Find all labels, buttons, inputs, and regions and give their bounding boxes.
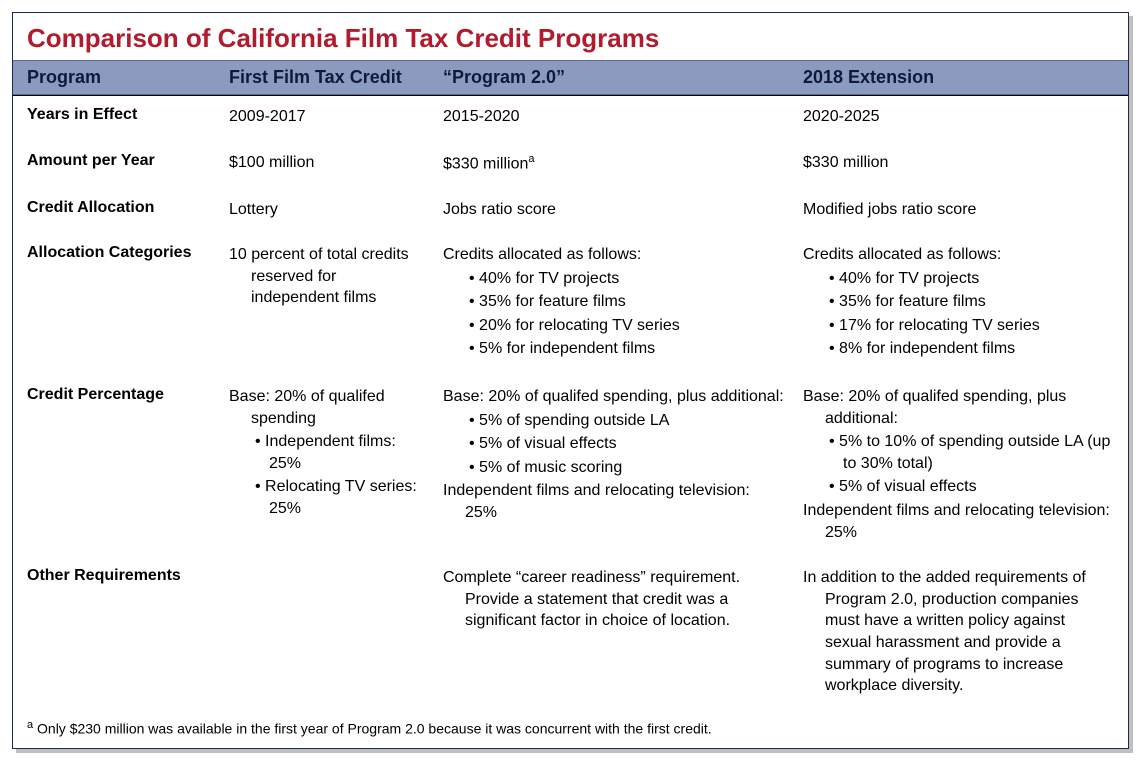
row-categories: Allocation Categories 10 percent of tota… <box>27 234 1114 376</box>
bullet: 5% of music scoring <box>483 457 785 479</box>
row-label-percentage: Credit Percentage <box>27 386 229 543</box>
bullet: 5% of visual effects <box>483 433 785 455</box>
table-body: Years in Effect 2009-2017 2015-2020 2020… <box>13 95 1128 715</box>
bullet: 5% of visual effects <box>843 476 1113 498</box>
cell-other-c3-para: In addition to the added requirements of… <box>803 567 1113 697</box>
cell-other-c3: In addition to the added requirements of… <box>803 567 1113 697</box>
cell-percentage-c1: Base: 20% of qualifed spending Independe… <box>229 386 443 543</box>
bullet: 20% for relocating TV series <box>483 315 785 337</box>
cell-percentage-c1-lead: Base: 20% of qualifed spending <box>229 386 425 429</box>
row-label-years: Years in Effect <box>27 106 229 128</box>
cell-allocation-c1: Lottery <box>229 199 443 221</box>
cell-percentage-c2: Base: 20% of qualifed spending, plus add… <box>443 386 803 543</box>
cell-categories-c3-lead: Credits allocated as follows: <box>803 244 1113 266</box>
column-header-row: Program First Film Tax Credit “Program 2… <box>13 60 1128 95</box>
cell-other-c2: Complete “career readiness” requirement.… <box>443 567 803 697</box>
cell-categories-c3-bullets: 40% for TV projects 35% for feature film… <box>803 268 1113 360</box>
row-amount: Amount per Year $100 million $330 millio… <box>27 142 1114 189</box>
row-label-amount: Amount per Year <box>27 152 229 175</box>
cell-allocation-c2: Jobs ratio score <box>443 199 803 221</box>
row-years: Years in Effect 2009-2017 2015-2020 2020… <box>27 96 1114 142</box>
bullet: 17% for relocating TV series <box>843 315 1113 337</box>
cell-years-c1: 2009-2017 <box>229 106 443 128</box>
footnote: a Only $230 million was available in the… <box>13 715 1128 749</box>
table-title: Comparison of California Film Tax Credit… <box>13 13 1128 60</box>
bullet: 35% for feature films <box>843 291 1113 313</box>
bullet: 5% for independent films <box>483 338 785 360</box>
cell-percentage-c2-lead: Base: 20% of qualifed spending, plus add… <box>443 386 785 408</box>
cell-other-c1 <box>229 567 443 697</box>
row-other: Other Requirements Complete “career read… <box>27 557 1114 711</box>
bullet: Relocating TV series: 25% <box>269 476 425 519</box>
cell-amount-c1: $100 million <box>229 152 443 175</box>
bullet: 8% for independent films <box>843 338 1113 360</box>
cell-other-c2-para: Complete “career readiness” requirement.… <box>443 567 785 632</box>
row-label-other: Other Requirements <box>27 567 229 697</box>
cell-amount-c2-text: $330 million <box>443 155 528 172</box>
bullet: Independent films: 25% <box>269 431 425 474</box>
cell-percentage-c2-tail: Independent films and relocating televis… <box>443 480 785 523</box>
cell-categories-c3: Credits allocated as follows: 40% for TV… <box>803 244 1113 362</box>
cell-categories-c1-para: 10 percent of total credits reserved for… <box>229 244 425 309</box>
row-percentage: Credit Percentage Base: 20% of qualifed … <box>27 376 1114 557</box>
row-allocation: Credit Allocation Lottery Jobs ratio sco… <box>27 189 1114 235</box>
bullet: 40% for TV projects <box>843 268 1113 290</box>
bullet: 35% for feature films <box>483 291 785 313</box>
cell-percentage-c3-bullets: 5% to 10% of spending outside LA (up to … <box>803 431 1113 498</box>
cell-amount-c2: $330 milliona <box>443 152 803 175</box>
cell-allocation-c3: Modified jobs ratio score <box>803 199 1113 221</box>
cell-percentage-c3: Base: 20% of qualifed spending, plus add… <box>803 386 1113 543</box>
cell-amount-c3: $330 million <box>803 152 1113 175</box>
col-header-prog20: “Program 2.0” <box>429 61 789 94</box>
cell-percentage-c3-lead: Base: 20% of qualifed spending, plus add… <box>803 386 1113 429</box>
col-header-first: First Film Tax Credit <box>215 61 429 94</box>
footnote-text: Only $230 million was available in the f… <box>33 720 712 736</box>
cell-years-c2: 2015-2020 <box>443 106 803 128</box>
bullet: 40% for TV projects <box>483 268 785 290</box>
cell-percentage-c3-tail: Independent films and relocating televis… <box>803 500 1113 543</box>
bullet: 5% of spending outside LA <box>483 410 785 432</box>
cell-categories-c2-bullets: 40% for TV projects 35% for feature film… <box>443 268 785 360</box>
cell-categories-c2-lead: Credits allocated as follows: <box>443 244 785 266</box>
cell-percentage-c2-bullets: 5% of spending outside LA 5% of visual e… <box>443 410 785 479</box>
col-header-2018ext: 2018 Extension <box>789 61 1099 94</box>
bullet: 5% to 10% of spending outside LA (up to … <box>843 431 1113 474</box>
row-label-categories: Allocation Categories <box>27 244 229 362</box>
footnote-ref-a: a <box>528 153 534 165</box>
cell-years-c3: 2020-2025 <box>803 106 1113 128</box>
comparison-table-card: Comparison of California Film Tax Credit… <box>12 12 1129 749</box>
cell-percentage-c1-bullets: Independent films: 25% Relocating TV ser… <box>229 431 425 519</box>
col-header-program: Program <box>13 61 215 94</box>
cell-categories-c2: Credits allocated as follows: 40% for TV… <box>443 244 803 362</box>
cell-categories-c1: 10 percent of total credits reserved for… <box>229 244 443 362</box>
row-label-allocation: Credit Allocation <box>27 199 229 221</box>
